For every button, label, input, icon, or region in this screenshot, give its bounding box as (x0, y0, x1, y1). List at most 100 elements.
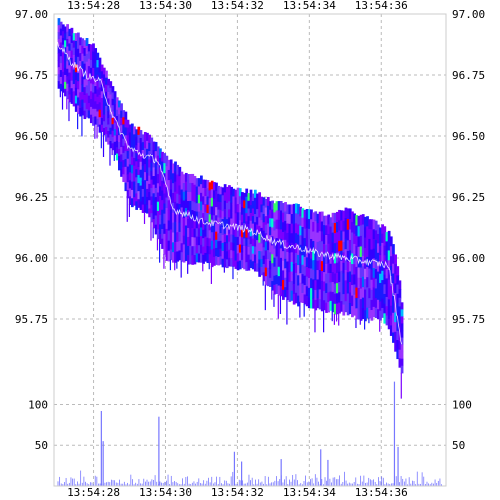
price-tick-label-left: 96.50 (15, 130, 48, 143)
book-cell (128, 124, 132, 134)
book-cell (366, 216, 369, 227)
book-cell (126, 158, 130, 168)
book-cell (273, 239, 277, 250)
book-cell (297, 254, 300, 266)
book-cell (249, 205, 253, 214)
book-cell (107, 117, 110, 126)
volume-bar (183, 483, 185, 486)
book-cell (381, 242, 385, 253)
book-cell (81, 45, 85, 55)
book-cell (294, 203, 298, 214)
book-cell (206, 221, 210, 231)
volume-bar (60, 483, 62, 486)
book-cell (133, 181, 136, 190)
book-cell (96, 89, 100, 98)
book-cell (165, 187, 169, 199)
book-cell (262, 213, 266, 223)
price-tick-label-left: 96.75 (15, 69, 48, 82)
volume-bar (190, 484, 192, 486)
book-cell (174, 161, 177, 173)
book-cell (335, 303, 339, 315)
book-cell (137, 126, 141, 136)
book-cell (96, 52, 100, 61)
book-cell (260, 243, 264, 252)
volume-tick-label-right: 100 (452, 398, 472, 411)
book-cell (273, 257, 277, 268)
book-cell (111, 92, 115, 100)
book-cell (85, 109, 89, 118)
book-cell (107, 124, 110, 132)
book-cell (228, 249, 231, 259)
book-cell (329, 226, 333, 237)
volume-bar (402, 478, 404, 486)
book-cell (325, 302, 328, 313)
book-cell (316, 270, 320, 281)
book-cell (118, 100, 121, 108)
book-cell (284, 268, 287, 279)
book-cell (379, 227, 382, 238)
book-cell (232, 250, 236, 260)
book-cell (392, 244, 395, 255)
book-cell (122, 152, 126, 161)
book-cell (241, 207, 244, 216)
book-cell (156, 220, 160, 230)
book-cell (130, 165, 134, 174)
book-cell (320, 280, 324, 292)
book-cell (150, 196, 154, 206)
book-cell (225, 194, 229, 204)
book-cell (241, 237, 244, 246)
book-cell (266, 241, 270, 251)
book-cell (174, 211, 177, 223)
book-cell (400, 316, 404, 325)
book-cell (148, 208, 151, 218)
book-cell (133, 126, 136, 135)
book-drip (156, 238, 159, 251)
volume-bar (301, 484, 303, 486)
price-tick-label-right: 96.75 (452, 69, 485, 82)
book-cell (59, 76, 63, 85)
book-cell (130, 198, 134, 208)
book-cell (115, 153, 119, 161)
book-cell (232, 242, 236, 252)
book-cell (258, 217, 262, 227)
book-cell (150, 162, 154, 172)
book-cell (292, 293, 296, 305)
book-cell (182, 244, 186, 254)
book-cell (241, 229, 244, 238)
book-cell (130, 148, 134, 158)
book-cell (191, 228, 195, 238)
book-cell (364, 237, 367, 249)
book-cell (292, 253, 296, 265)
book-cell (64, 40, 67, 48)
book-cell (68, 94, 72, 103)
book-cell (130, 173, 134, 183)
book-cell (210, 180, 214, 190)
x-tick-label-top: 13:54:32 (211, 0, 264, 12)
book-cell (262, 255, 266, 265)
book-cell (193, 202, 197, 212)
book-drip (202, 263, 204, 272)
book-cell (264, 259, 268, 269)
book-cell (251, 193, 255, 202)
volume-bar (154, 475, 156, 486)
book-drip (59, 90, 61, 98)
book-cell (269, 243, 272, 253)
volume-bar (420, 483, 421, 486)
book-cell (351, 211, 354, 223)
book-cell (102, 67, 106, 75)
volume-bar (161, 482, 162, 486)
book-cell (59, 56, 63, 64)
volume-bar (428, 483, 429, 486)
volume-bar (162, 483, 164, 486)
book-cell (344, 228, 348, 240)
book-cell (92, 67, 95, 77)
book-cell (234, 221, 238, 230)
volume-bar (297, 480, 298, 486)
book-cell (169, 219, 173, 231)
book-cell (64, 33, 67, 41)
volume-bar (219, 476, 221, 486)
book-cell (137, 142, 141, 152)
book-cell (189, 191, 192, 202)
book-cell (94, 63, 98, 72)
volume-bar (119, 479, 120, 486)
